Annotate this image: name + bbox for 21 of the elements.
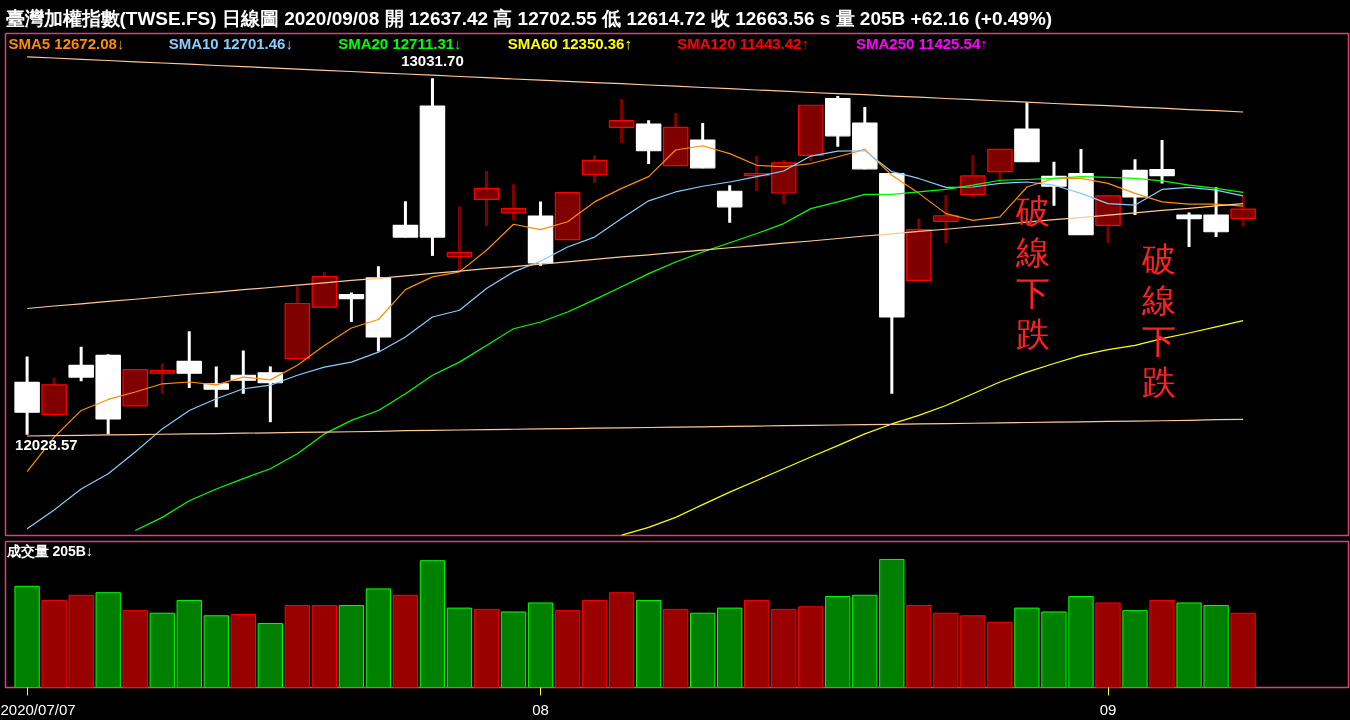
- legend-label: SMA250 11425.54↑: [856, 35, 988, 52]
- candlestick: [933, 195, 959, 244]
- x-tick-label: 09: [1099, 700, 1117, 718]
- x-tick-label: 2020/07/07: [0, 700, 76, 718]
- legend-label: SMA120 11443.42↑: [677, 35, 809, 52]
- candlestick: [338, 292, 365, 322]
- candlestick: [608, 99, 635, 143]
- candlestick: [203, 366, 230, 408]
- annotation: 破線下跌: [1014, 191, 1050, 353]
- candlestick: [473, 170, 500, 227]
- candlestick: [446, 206, 473, 272]
- text: SMA5 12672.08↓: [8, 35, 125, 52]
- candlestick: [500, 184, 527, 221]
- chart-title: 成交量 205B↓: [5, 542, 93, 559]
- text: SMA60 12350.36↑: [507, 35, 632, 52]
- text: SMA10 12701.46↓: [168, 35, 293, 52]
- chart-title: 臺灣加權指數(TWSE.FS) 日線圖 2020/09/08 開 12637.42 高 12702.55 低 12614.72 收 12663.56 s 量 205B +62.16 (+0.49%): [5, 7, 1053, 29]
- annotation: 13031.70: [401, 52, 464, 70]
- annotation: 12028.57: [15, 435, 78, 453]
- text: SMA20 12711.31↓: [338, 35, 462, 52]
- x-tick-label: 08: [532, 700, 549, 718]
